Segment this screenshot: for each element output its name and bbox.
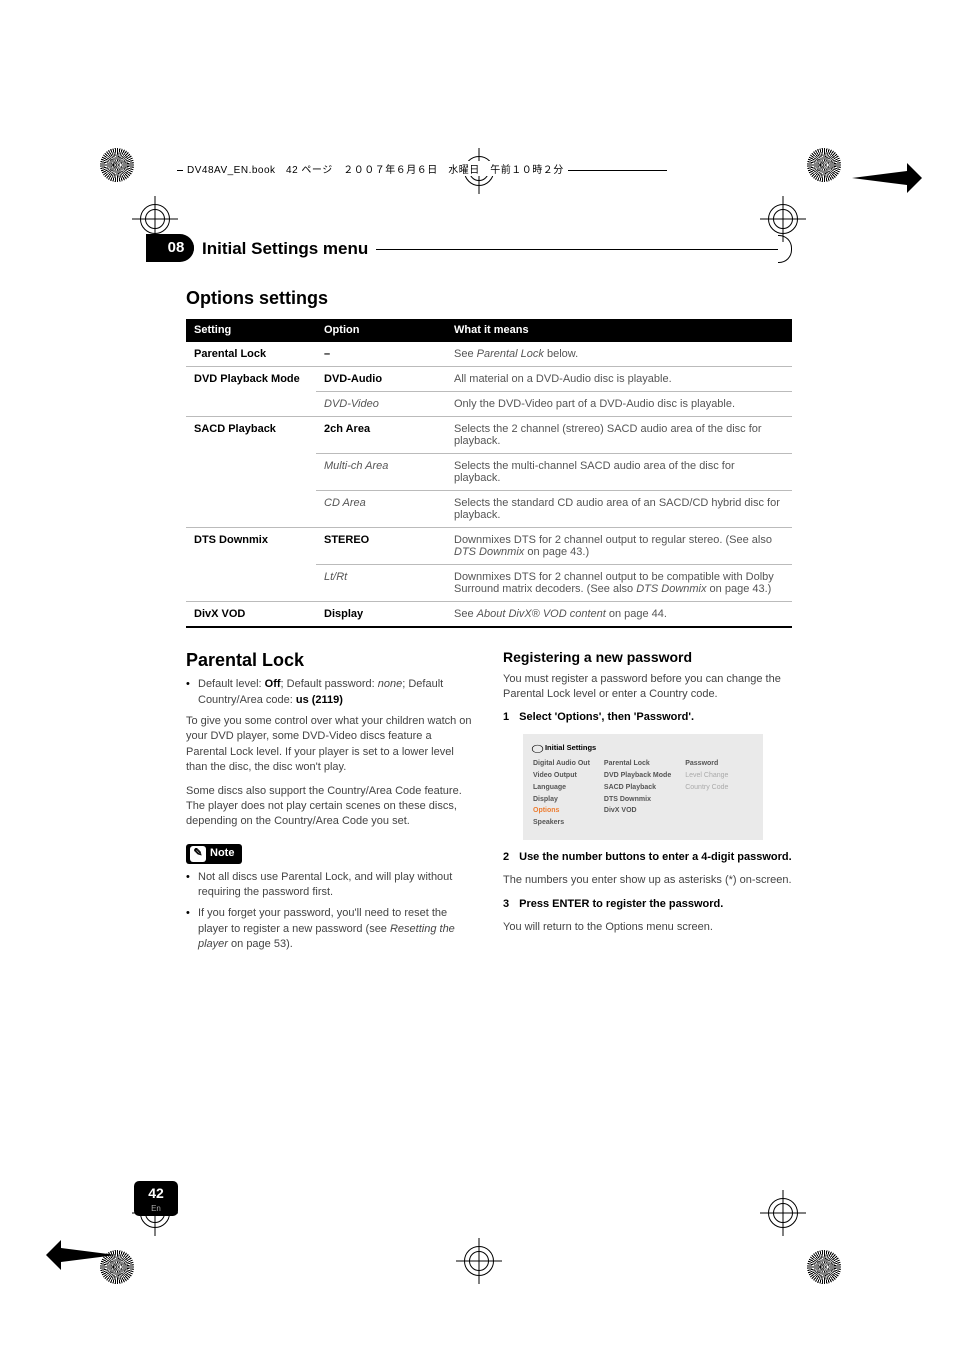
parental-p2: Some discs also support the Country/Area…	[186, 784, 475, 830]
registering-p3: You will return to the Options menu scre…	[503, 920, 792, 935]
cell-option: Multi-ch Area	[316, 454, 446, 491]
cell-option: DVD-Video	[316, 392, 446, 417]
page-number: 42	[148, 1185, 164, 1201]
options-settings-table: Setting Option What it means Parental Lo…	[186, 319, 792, 628]
menu-item: Country Code	[685, 783, 728, 793]
note-label: Note	[210, 846, 234, 861]
registering-p1: You must register a password before you …	[503, 672, 792, 703]
pencil-icon: ✎	[190, 846, 206, 862]
arrow-top-right-icon	[852, 163, 922, 193]
menu-item: Options	[533, 806, 590, 816]
th-setting: Setting	[186, 319, 316, 342]
crosshair-bot-center	[456, 1238, 502, 1284]
parental-lock-column: Parental Lock Default level: Off; Defaul…	[186, 648, 475, 959]
cell-option: –	[316, 342, 446, 367]
page-number-badge: 42 En	[134, 1181, 178, 1216]
chapter-title-wrap: Initial Settings menu	[194, 236, 792, 262]
menu-item: DivX VOD	[604, 806, 671, 816]
cell-option: DVD-Audio	[316, 367, 446, 392]
cell-meaning: Selects the 2 channel (strereo) SACD aud…	[446, 417, 792, 454]
step-2: 2Use the number buttons to enter a 4-dig…	[503, 850, 792, 865]
note-item: Not all discs use Parental Lock, and wil…	[186, 870, 475, 901]
registering-column: Registering a new password You must regi…	[503, 648, 792, 959]
note-badge: ✎ Note	[186, 844, 242, 864]
chapter-number-badge: 08	[158, 236, 194, 260]
th-meaning: What it means	[446, 319, 792, 342]
options-settings-heading: Options settings	[186, 288, 792, 309]
step-1: 1Select 'Options', then 'Password'.	[503, 710, 792, 725]
cell-meaning: Downmixes DTS for 2 channel output to re…	[446, 528, 792, 565]
print-mark-tr	[807, 148, 841, 182]
initial-settings-screenshot: Initial Settings Digital Audio Out Video …	[523, 734, 763, 840]
cell-meaning: Selects the standard CD audio area of an…	[446, 491, 792, 528]
cell-option: 2ch Area	[316, 417, 446, 454]
registering-p2: The numbers you enter show up as asteris…	[503, 873, 792, 888]
menu-item: Parental Lock	[604, 759, 671, 769]
table-row: SACD Playback2ch AreaSelects the 2 chann…	[186, 417, 792, 454]
table-row: Parental Lock–See Parental Lock below.	[186, 342, 792, 367]
menu-item: Display	[533, 795, 590, 805]
cell-meaning: Downmixes DTS for 2 channel output to be…	[446, 565, 792, 602]
parental-lock-heading: Parental Lock	[186, 648, 475, 673]
menu-item: Video Output	[533, 771, 590, 781]
page-lang: En	[134, 1204, 178, 1213]
parental-p1: To give you some control over what your …	[186, 714, 475, 776]
menu-item: Password	[685, 759, 728, 769]
note-item: If you forget your password, you'll need…	[186, 906, 475, 952]
cell-option: Display	[316, 602, 446, 628]
cell-setting: DVD Playback Mode	[186, 367, 316, 417]
chapter-title: Initial Settings menu	[194, 239, 376, 259]
menu-item: Digital Audio Out	[533, 759, 590, 769]
screenshot-title: Initial Settings	[533, 742, 753, 754]
cell-meaning: Selects the multi-channel SACD audio are…	[446, 454, 792, 491]
cell-setting: DTS Downmix	[186, 528, 316, 602]
menu-item: DTS Downmix	[604, 795, 671, 805]
arrow-bottom-left-icon	[46, 1240, 116, 1270]
cell-option: CD Area	[316, 491, 446, 528]
print-mark-tl	[100, 148, 134, 182]
cell-option: Lt/Rt	[316, 565, 446, 602]
cell-meaning: See Parental Lock below.	[446, 342, 792, 367]
menu-item: SACD Playback	[604, 783, 671, 793]
menu-item: Language	[533, 783, 590, 793]
header-meta-text: DV48AV_EN.book 42 ページ ２００７年６月６日 水曜日 午前１０…	[183, 161, 568, 176]
cell-setting: DivX VOD	[186, 602, 316, 628]
print-mark-br	[807, 1250, 841, 1284]
cell-setting: Parental Lock	[186, 342, 316, 367]
registering-heading: Registering a new password	[503, 648, 792, 668]
cell-option: STEREO	[316, 528, 446, 565]
cell-meaning: See About DivX® VOD content on page 44.	[446, 602, 792, 628]
step-3: 3Press ENTER to register the password.	[503, 897, 792, 912]
menu-item: DVD Playback Mode	[604, 771, 671, 781]
cell-setting: SACD Playback	[186, 417, 316, 528]
menu-item: Speakers	[533, 818, 590, 828]
cell-meaning: All material on a DVD-Audio disc is play…	[446, 367, 792, 392]
table-row: DVD Playback ModeDVD-AudioAll material o…	[186, 367, 792, 392]
cell-meaning: Only the DVD-Video part of a DVD-Audio d…	[446, 392, 792, 417]
table-row: DTS DownmixSTEREODownmixes DTS for 2 cha…	[186, 528, 792, 565]
default-level-line: Default level: Off; Default password: no…	[186, 677, 475, 708]
th-option: Option	[316, 319, 446, 342]
table-row: DivX VODDisplaySee About DivX® VOD conte…	[186, 602, 792, 628]
menu-item: Level Change	[685, 771, 728, 781]
